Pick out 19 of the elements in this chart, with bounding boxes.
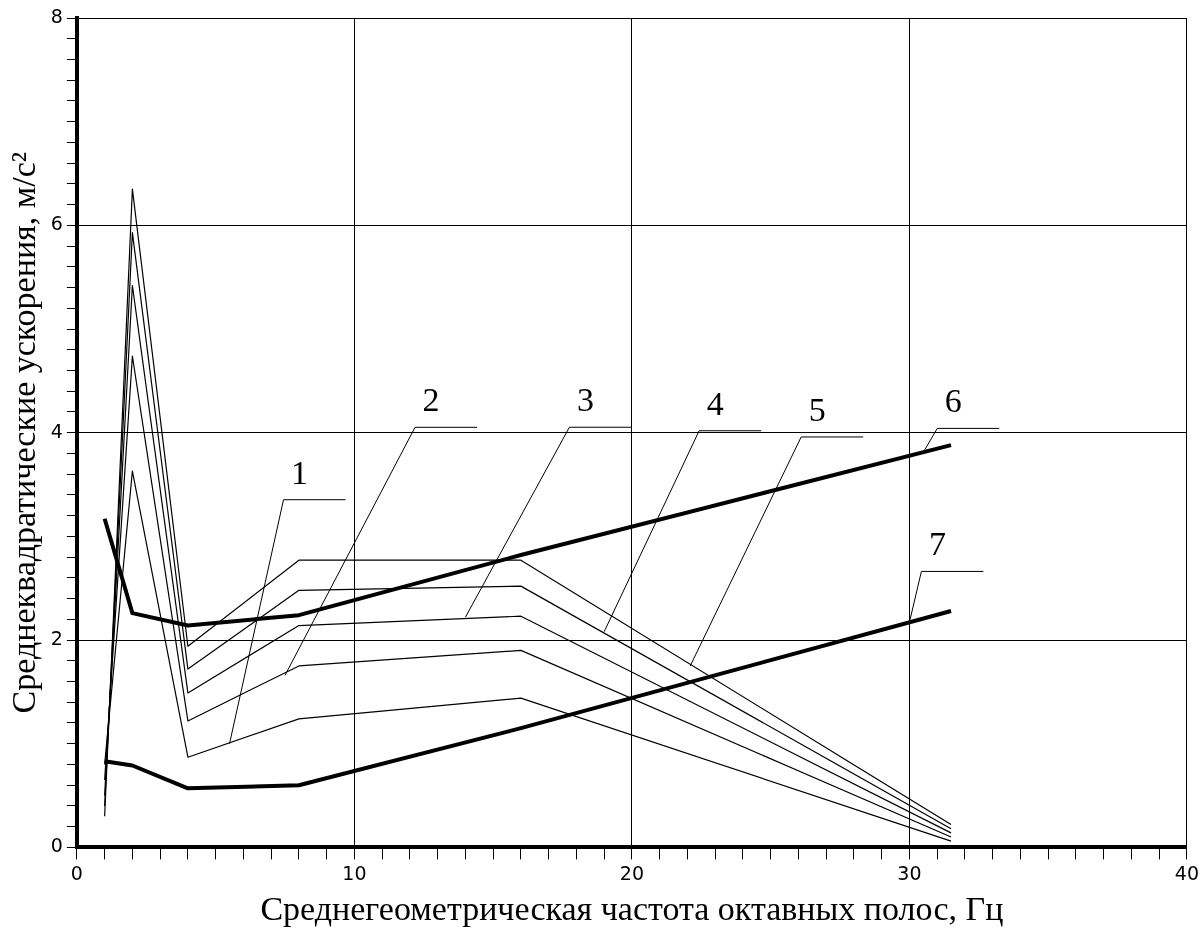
- y-tick-label: 8: [50, 4, 63, 27]
- y-axis-title: Среднеквадратические ускорения, м/с²: [5, 152, 43, 714]
- annotation: 6: [944, 382, 962, 420]
- annotation: 2: [422, 381, 440, 419]
- x-tick-label: 20: [619, 861, 644, 884]
- x-tick-label: 40: [1174, 861, 1200, 884]
- x-tick-label: 10: [342, 861, 367, 884]
- annotation: 4: [706, 384, 724, 422]
- y-tick-label: 0: [50, 834, 63, 857]
- annotation: 5: [808, 390, 826, 428]
- annotation: 1: [291, 453, 309, 491]
- annotation: 7: [928, 525, 946, 563]
- x-axis-title: Среднегеометрическая частота октавных полос, Гц: [260, 889, 1004, 927]
- y-tick-label: 4: [50, 419, 63, 442]
- x-tick-label: 0: [70, 861, 83, 884]
- y-tick-label: 6: [50, 212, 63, 235]
- y-tick-label: 2: [50, 626, 63, 649]
- x-tick-label: 30: [897, 861, 922, 884]
- annotation: 3: [576, 381, 594, 419]
